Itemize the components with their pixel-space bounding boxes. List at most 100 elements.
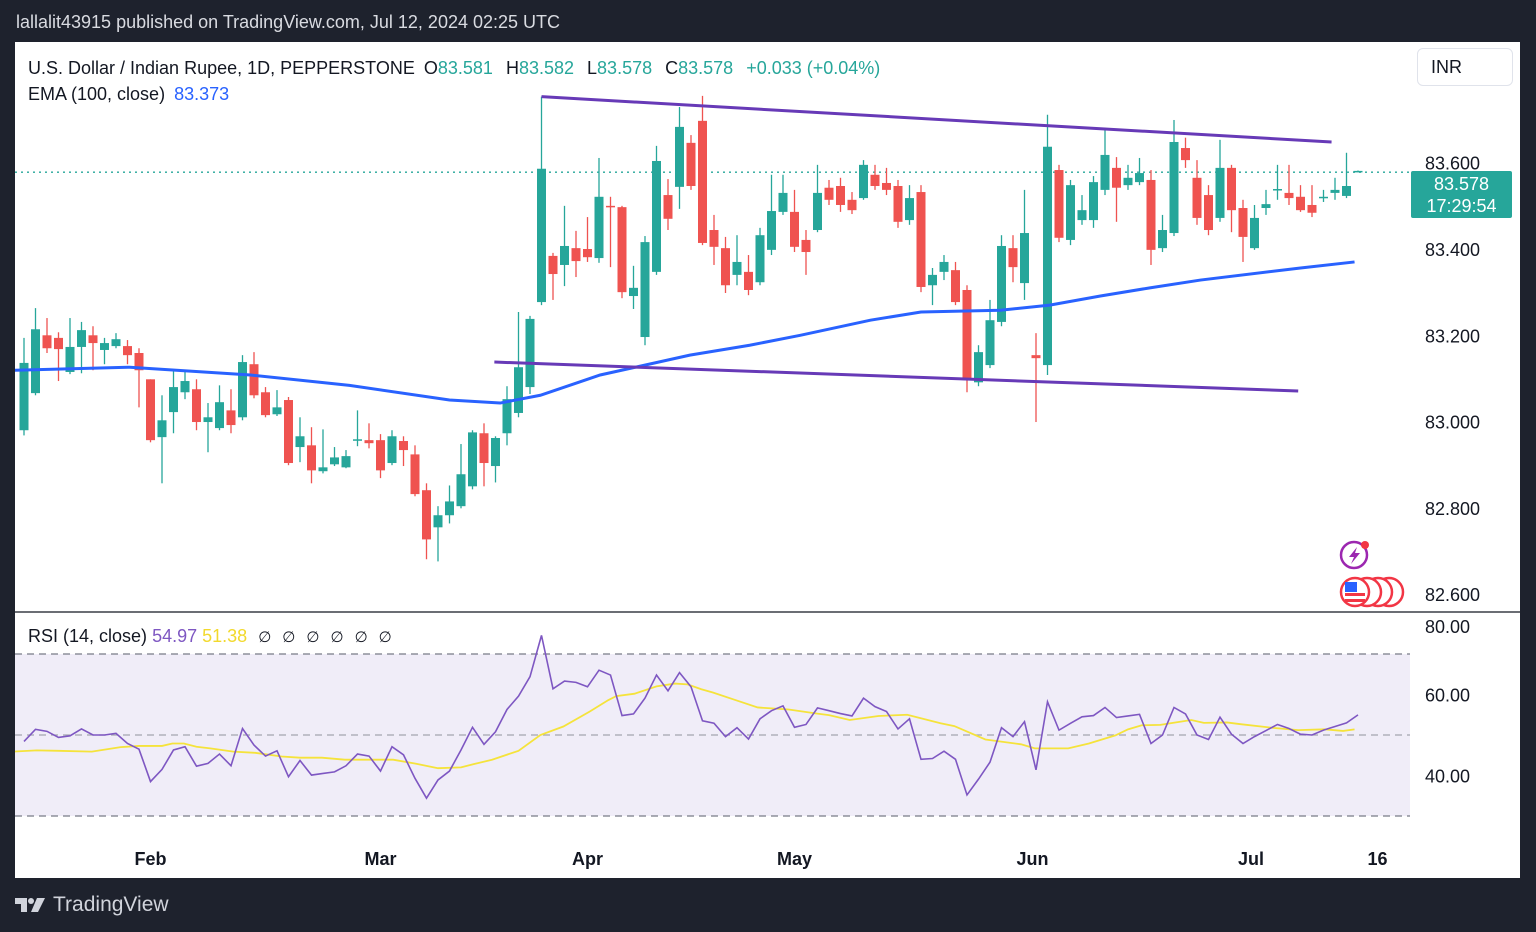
- candle-body: [514, 367, 523, 413]
- time-tick-label: Mar: [364, 849, 396, 869]
- high-value: 83.582: [518, 58, 575, 78]
- candle-body: [974, 352, 983, 383]
- price-tick-label: 83.200: [1425, 326, 1480, 346]
- candle-body: [1158, 230, 1167, 249]
- candle-body: [1204, 195, 1213, 231]
- candle-body: [629, 287, 638, 297]
- candle-body: [537, 168, 546, 303]
- candle-body: [146, 379, 155, 441]
- price-pane: [15, 95, 1410, 562]
- candle-body: [192, 389, 201, 423]
- candle-body: [479, 433, 489, 464]
- candle-body: [134, 352, 144, 371]
- symbol-title[interactable]: U.S. Dollar / Indian Rupee, 1D, PEPPERST…: [28, 58, 415, 78]
- candle-body: [824, 187, 834, 200]
- candle-body: [859, 164, 868, 199]
- candle-body: [1066, 185, 1075, 240]
- rsi-line: [23, 635, 1359, 800]
- last-price-tag: 83.578 17:29:54: [1411, 171, 1512, 218]
- candle-body: [42, 335, 52, 349]
- tradingview-logo[interactable]: TradingView: [15, 893, 169, 917]
- candle-body: [1135, 173, 1144, 183]
- time-axis[interactable]: Feb Mar Apr May Jun Jul 16: [134, 849, 1387, 869]
- candle-body: [422, 490, 431, 540]
- candle-body: [606, 205, 615, 208]
- candle-body: [180, 381, 190, 393]
- candle-body: [847, 199, 857, 211]
- open-value: 83.581: [437, 58, 493, 78]
- last-price: 83.578: [1433, 174, 1490, 194]
- candle-body: [583, 249, 592, 258]
- ema-label[interactable]: EMA (100, close): [28, 84, 166, 104]
- rsi-value: 54.97: [152, 626, 198, 646]
- candle-body: [284, 400, 293, 464]
- candle-body: [502, 399, 512, 434]
- candle-body: [353, 439, 362, 441]
- candle-body: [870, 174, 880, 187]
- candle-body: [1250, 217, 1259, 249]
- candle-body: [663, 195, 673, 219]
- candle-body: [157, 420, 167, 438]
- price-tick-label: 82.800: [1425, 499, 1480, 519]
- tradingview-logo-icon: [15, 898, 45, 912]
- candle-body: [548, 255, 558, 275]
- candle-body: [1100, 154, 1110, 190]
- candle-body: [1123, 177, 1133, 186]
- time-tick-label: 16: [1368, 849, 1388, 869]
- low-label: L: [587, 58, 598, 78]
- candle-body: [272, 407, 282, 415]
- na-mark: ∅: [378, 629, 392, 646]
- candle-body: [778, 192, 788, 212]
- time-tick-label: May: [777, 849, 812, 869]
- price-tick-label: 82.600: [1425, 585, 1480, 605]
- candle-body: [318, 467, 328, 472]
- candle-body: [364, 440, 374, 444]
- time-tick-label: Feb: [134, 849, 166, 869]
- candle-body: [652, 160, 661, 272]
- candle-body: [330, 457, 339, 465]
- candle-body: [732, 261, 742, 275]
- us-flag-events-icon[interactable]: [1337, 575, 1409, 609]
- candle-body: [295, 436, 305, 448]
- rsi-tick-label: 80.00: [1425, 617, 1470, 637]
- candle-body: [203, 417, 213, 423]
- rsi-axis[interactable]: 80.00 60.00 40.00: [1425, 617, 1470, 787]
- candle-body: [19, 362, 29, 431]
- price-axis[interactable]: 83.600 83.400 83.200 83.000 82.800 82.600: [1425, 154, 1480, 606]
- candle-body: [376, 440, 385, 471]
- candle-body: [1181, 148, 1190, 161]
- candle-body: [1261, 204, 1271, 209]
- candle-body: [951, 270, 960, 303]
- candle-body: [215, 402, 224, 429]
- candle-body: [560, 245, 569, 265]
- candle-body: [1215, 167, 1225, 218]
- time-tick-label: Apr: [572, 849, 603, 869]
- currency-button[interactable]: INR: [1417, 48, 1513, 86]
- rsi-legend: RSI (14, close) 54.97 51.38 ∅ ∅ ∅ ∅ ∅ ∅: [28, 626, 392, 647]
- candle-body: [387, 436, 397, 464]
- candle-body: [1353, 170, 1363, 173]
- candle-body: [1319, 196, 1328, 199]
- candle-body: [491, 437, 500, 467]
- symbol-legend: U.S. Dollar / Indian Rupee, 1D, PEPPERST…: [28, 55, 884, 107]
- candle-body: [1238, 208, 1248, 237]
- candle-body: [54, 337, 63, 350]
- candle-body: [307, 445, 316, 471]
- candle-body: [698, 120, 707, 243]
- rsi-label[interactable]: RSI (14, close): [28, 626, 148, 646]
- price-tick-label: 83.600: [1425, 154, 1480, 174]
- candle-body: [433, 515, 443, 528]
- candle-body: [767, 211, 776, 250]
- candle-body: [1169, 141, 1179, 234]
- candle-body: [456, 474, 466, 507]
- na-mark: ∅: [282, 629, 296, 646]
- price-tick-label: 83.000: [1425, 413, 1480, 433]
- candle-body: [1031, 355, 1041, 359]
- trendline-upper: [541, 95, 1332, 144]
- candle-body: [261, 392, 270, 416]
- candle-body: [123, 346, 132, 356]
- ema-value: 83.373: [174, 84, 230, 104]
- candle-body: [226, 410, 236, 426]
- lightning-event-icon[interactable]: [1338, 538, 1372, 572]
